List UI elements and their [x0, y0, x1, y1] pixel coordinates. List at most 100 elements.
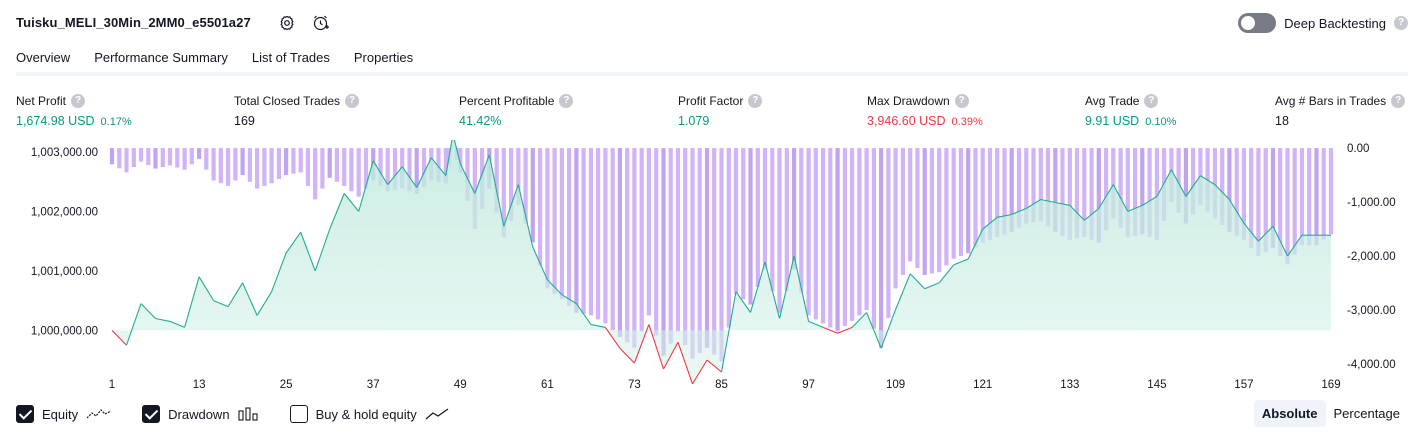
drawdown-bar	[770, 148, 775, 292]
help-icon[interactable]: ?	[1394, 16, 1408, 30]
equity-line-segment	[343, 193, 360, 212]
equity-line-segment	[1228, 199, 1245, 224]
drawdown-bar	[893, 148, 898, 289]
equity-checkbox-box[interactable]	[16, 405, 34, 423]
drawdown-bar	[175, 148, 180, 168]
drawdown-bar	[567, 148, 572, 306]
equity-checkbox[interactable]: Equity	[16, 405, 112, 423]
info-icon[interactable]: ?	[71, 94, 86, 108]
equity-line-segment	[778, 255, 795, 319]
stat-value: 3,946.60 USD 0.39%	[867, 114, 983, 128]
drawdown-bar	[1133, 148, 1138, 236]
drawdown-bar	[937, 148, 942, 273]
drawdown-bar	[226, 148, 231, 186]
drawdown-bar	[276, 148, 281, 180]
info-icon[interactable]: ?	[559, 94, 574, 108]
info-icon[interactable]: ?	[345, 94, 360, 108]
equity-line-segment	[401, 166, 418, 188]
drawdown-bar	[1024, 148, 1029, 224]
stat-value: 18	[1275, 114, 1405, 128]
equity-line-segment	[648, 324, 665, 370]
buy-hold-checkbox[interactable]: Buy & hold equity	[289, 405, 449, 423]
stat-net-profit: Net Profit? 1,674.98 USD 0.17%	[16, 94, 132, 128]
equity-line-segment	[997, 213, 1012, 218]
drawdown-bar	[654, 148, 659, 336]
y-right-tick-label: -2,000.00	[1347, 251, 1396, 263]
drawdown-bar	[908, 148, 913, 262]
drawdown-bar	[762, 148, 768, 270]
stat-value-text: 1.079	[678, 114, 710, 128]
absolute-button[interactable]: Absolute	[1253, 400, 1326, 427]
info-icon[interactable]: ?	[748, 94, 763, 108]
equity-line-segment	[430, 157, 447, 177]
drawdown-bar	[1089, 148, 1094, 240]
drawdown-bar	[349, 148, 354, 192]
drawdown-bar	[1314, 148, 1319, 246]
y-right-tick-label: -1,000.00	[1347, 197, 1396, 209]
equity-line-segment	[198, 276, 215, 301]
equity-line-segment	[111, 330, 127, 346]
drawdown-bar	[1045, 148, 1051, 227]
x-tick-label: 157	[1234, 379, 1253, 391]
equity-line-segment	[1258, 225, 1274, 242]
drawdown-bar	[436, 148, 441, 182]
drawdown-bar	[1263, 148, 1268, 252]
drawdown-checkbox[interactable]: Drawdown	[142, 405, 259, 423]
equity-line-segment	[271, 252, 287, 292]
stat-value-text: 3,946.60 USD	[867, 114, 946, 128]
buy-hold-checkbox-box[interactable]	[289, 405, 308, 423]
drawdown-bar	[951, 148, 956, 259]
equity-line-segment	[459, 163, 476, 194]
drawdown-bar	[305, 148, 310, 186]
equity-line-segment	[227, 282, 244, 307]
equity-line-segment	[1214, 184, 1230, 200]
add-alert-clock-icon[interactable]	[312, 14, 330, 32]
equity-line-segment	[372, 160, 389, 185]
equity-line-segment	[547, 279, 563, 296]
equity-line-segment	[764, 261, 781, 319]
deep-backtesting-label: Deep Backtesting	[1284, 15, 1386, 31]
settings-gear-icon[interactable]	[279, 15, 295, 31]
drawdown-bar	[617, 148, 622, 337]
drawdown-bar	[697, 148, 702, 354]
equity-line-segment	[1127, 204, 1143, 212]
drawdown-bar	[298, 148, 303, 173]
stat-profit-factor: Profit Factor? 1.079	[678, 94, 763, 128]
equity-line-segment	[967, 228, 984, 260]
drawdown-bar	[1234, 148, 1239, 236]
deep-backtesting-toggle-group: Deep Backtesting ?	[1238, 13, 1408, 33]
equity-line-segment	[125, 303, 142, 346]
drawdown-bar	[1278, 148, 1283, 256]
tab-list-of-trades[interactable]: List of Trades	[251, 50, 330, 65]
drawdown-bar	[646, 148, 651, 316]
equity-line-segment	[953, 258, 969, 266]
tab-properties[interactable]: Properties	[353, 50, 414, 65]
percentage-button[interactable]: Percentage	[1333, 406, 1401, 421]
x-tick-label: 145	[1147, 379, 1166, 391]
stat-value-text: 18	[1275, 114, 1289, 128]
equity-line-segment	[242, 282, 258, 316]
drawdown-bar	[1292, 148, 1297, 255]
equity-area	[112, 140, 1331, 384]
equity-line-segment	[1156, 169, 1172, 197]
equity-line-segment	[1069, 205, 1085, 221]
y-left-tick-label: 1,002,000.00	[31, 206, 98, 218]
drawdown-bar	[414, 148, 419, 194]
equity-line-segment	[517, 184, 534, 248]
info-icon[interactable]: ?	[1144, 94, 1159, 108]
equity-line-segment	[285, 231, 302, 254]
tab-performance-summary[interactable]: Performance Summary	[94, 50, 228, 65]
drawdown-bar	[1270, 148, 1276, 248]
drawdown-bar	[733, 148, 739, 294]
drawdown-bar	[719, 148, 724, 362]
drawdown-bar	[1285, 148, 1290, 265]
equity-line-segment	[532, 246, 548, 281]
deep-backtesting-toggle[interactable]	[1238, 13, 1277, 33]
drawdown-bar	[1060, 148, 1065, 236]
drawdown-bar	[980, 148, 985, 243]
drawdown-checkbox-box[interactable]	[142, 405, 161, 423]
equity-line-segment	[575, 303, 592, 325]
drawdown-bar	[603, 148, 608, 324]
info-icon[interactable]: ?	[954, 94, 969, 108]
info-icon[interactable]: ?	[1391, 94, 1406, 108]
